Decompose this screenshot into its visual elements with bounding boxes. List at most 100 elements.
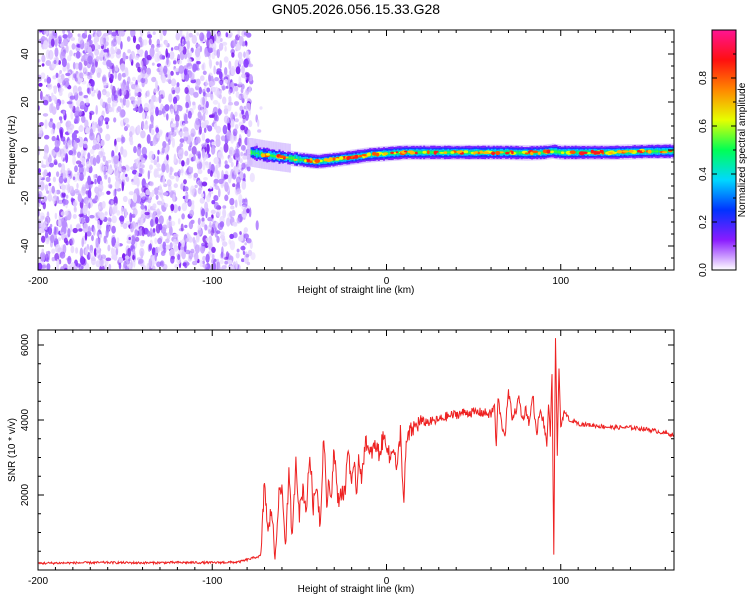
spectrogram-noise-cell — [70, 245, 75, 254]
spectrogram-noise-cell — [205, 79, 208, 87]
spectrogram-noise-cell — [233, 101, 240, 106]
spectrogram-noise-cell — [205, 253, 210, 263]
colorbar-tick-label: 0.8 — [698, 71, 709, 85]
spectrogram-noise-cell — [111, 254, 116, 260]
spectrogram-noise-cell — [88, 39, 93, 46]
spectrogram-noise-cell — [113, 94, 118, 101]
spectrogram-noise-cell — [184, 53, 188, 60]
spectrogram-noise-cell — [56, 265, 59, 270]
spectrogram-noise-cell — [218, 42, 224, 51]
spectrogram-noise-cell — [141, 196, 147, 202]
spectrogram-noise-cell — [227, 259, 233, 265]
spectrogram-noise-cell — [215, 125, 222, 134]
spectrogram-noise-cell — [191, 34, 197, 45]
spectrogram-noise-cell — [42, 201, 46, 210]
spectrogram-noise-cell — [141, 164, 145, 169]
spectrogram-noise-cell — [238, 235, 244, 242]
spectrogram-noise-cell — [44, 134, 50, 140]
spectrogram-carrier-cell — [449, 151, 452, 154]
spectrogram-noise-cell — [173, 60, 177, 65]
spectrogram-noise-cell — [205, 207, 209, 213]
spectrogram-noise-cell — [132, 169, 138, 175]
spectrogram-noise-cell — [50, 234, 55, 244]
spectrogram-noise-cell — [178, 169, 181, 176]
spectrogram-noise-cell — [60, 184, 66, 190]
spectrogram-noise-cell — [144, 50, 148, 58]
spectrogram-noise-cell — [169, 50, 175, 60]
spectrogram-noise-cell — [124, 255, 130, 260]
spectrogram-noise-cell — [185, 249, 191, 255]
spectrogram-noise-cell — [173, 204, 178, 214]
spectrogram-carrier-cell — [654, 150, 657, 152]
spectrogram-carrier-cell — [311, 160, 314, 162]
spectrogram-noise-cell — [42, 113, 49, 117]
spectrogram-noise-cell — [215, 209, 222, 217]
spectrogram-noise-cell — [227, 174, 232, 184]
spectrogram-noise-cell — [177, 149, 184, 159]
spectrogram-noise-cell — [202, 96, 206, 106]
spectrogram-noise-cell — [39, 122, 44, 127]
spectrogram-noise-cell — [53, 161, 58, 166]
spectrogram-noise-cell — [205, 138, 210, 144]
spectrogram-noise-cell — [243, 51, 246, 58]
spectrogram-noise-cell — [188, 145, 192, 152]
spectrogram-noise-cell — [77, 86, 82, 93]
spectrogram-noise-cell — [61, 231, 65, 241]
snr-series-line — [38, 338, 674, 566]
spectrogram-noise-cell — [132, 35, 137, 44]
spectrogram-noise-cell — [228, 239, 232, 245]
spectrogram-noise-cell — [89, 112, 92, 121]
spectrogram-noise-cell — [190, 185, 195, 196]
spectrogram-noise-cell — [93, 174, 97, 178]
spectrogram-noise-cell — [236, 181, 241, 188]
spectrogram-noise-cell — [225, 32, 229, 38]
spectrogram-noise-cell — [238, 137, 242, 147]
spectrogram-noise-cell — [257, 129, 262, 133]
spectrogram-noise-cell — [185, 109, 189, 114]
colorbar-tick-label: 0.6 — [698, 119, 709, 133]
spectrogram-hotspot — [450, 151, 455, 154]
spectrogram-noise-cell — [84, 119, 89, 129]
spectrogram-noise-cell — [246, 32, 252, 38]
spectrogram-noise-cell — [162, 192, 169, 196]
spectrogram-noise-cell — [187, 173, 193, 179]
spectrogram-hotspot — [628, 149, 634, 153]
spectrogram-noise-cell — [65, 194, 69, 199]
spectrogram-noise-cell — [181, 250, 186, 260]
spectrogram-x-axis-label: Height of straight line (km) — [298, 285, 415, 296]
spectrogram-noise-cell — [235, 91, 240, 98]
spectrogram-noise-cell — [59, 129, 63, 139]
spectrogram-noise-cell — [201, 221, 206, 228]
spectrogram-noise-cell — [89, 250, 94, 260]
spectrogram-noise-cell — [179, 138, 185, 144]
spectrogram-noise-cell — [58, 90, 63, 97]
spectrogram-noise-cell — [166, 132, 169, 138]
spectrogram-noise-cell — [73, 199, 78, 207]
spectrogram-noise-cell — [148, 258, 153, 268]
spectrogram-noise-cell — [186, 39, 190, 50]
spectrogram-noise-cell — [87, 34, 92, 41]
spectrogram-noise-cell — [94, 195, 99, 201]
spectrogram-noise-cell — [159, 260, 165, 267]
spectrogram-noise-cell — [99, 98, 104, 107]
spectrogram-noise-cell — [66, 101, 73, 105]
spectrogram-halo-cell — [247, 138, 250, 167]
spectrogram-carrier-cell — [254, 150, 257, 156]
spectrogram-noise-cell — [92, 227, 96, 236]
spectrogram-hotspot — [622, 150, 629, 153]
spectrogram-noise-cell — [199, 126, 202, 135]
spectrogram-noise-cell — [46, 263, 51, 270]
spectrogram-noise-cell — [164, 203, 169, 208]
snr-x-axis-label: Height of straight line (km) — [298, 584, 415, 595]
spectrogram-halo-cell — [248, 138, 251, 167]
spectrogram-noise-cell — [43, 144, 49, 155]
spectrogram-hotspot — [505, 151, 510, 155]
spectrogram-noise-cell — [61, 192, 66, 198]
spectrogram-noise-cell — [196, 233, 200, 242]
spectrogram-noise-cell — [140, 77, 146, 84]
spectrogram-noise-cell — [225, 131, 231, 137]
spectrogram-noise-cell — [188, 32, 193, 38]
spectrogram-noise-cell — [208, 57, 212, 67]
spectrogram-noise-cell — [61, 163, 66, 173]
spectrogram-noise-cell — [83, 222, 88, 230]
